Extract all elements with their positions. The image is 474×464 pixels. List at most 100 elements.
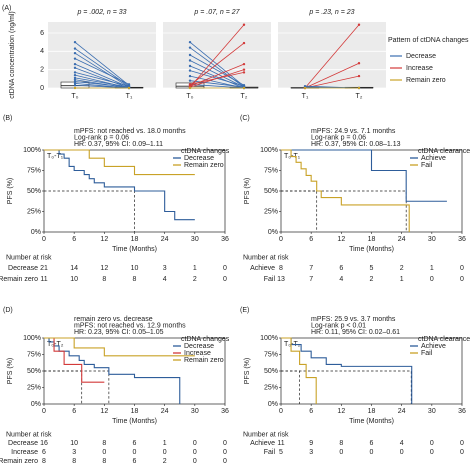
annotation: remain zero vs. decrease [74,316,153,323]
survival-curve [44,149,195,221]
y-tick-label: 25% [27,208,41,215]
survival-curve [281,149,410,232]
y-axis-label: PFS (%) [244,178,251,204]
x-tick-label: 12 [337,236,345,243]
legend-label: Increase [406,65,433,72]
risk-count: 11 [277,440,284,447]
pair-point [357,86,361,90]
y-tick-label: 25% [27,384,41,391]
x-tick-label: 24 [161,408,169,415]
x-tick-label: 36 [458,408,466,415]
risk-count: 5 [370,265,374,272]
pair-line [74,84,130,89]
x-tick-label: T₀ [186,93,193,100]
panel-title: p = .002, n = 33 [76,9,126,16]
pair-line [189,42,245,86]
risk-row-label: Decrease [8,440,38,447]
risk-count: 0 [370,449,374,456]
pair-point [73,47,77,50]
y-tick-label: 2 [40,67,44,74]
risk-count: 11 [40,276,47,283]
x-axis-label: Time (Months) [349,246,394,253]
pair-point [242,62,246,66]
pair-line [304,62,360,89]
x-tick-label: 6 [309,236,313,243]
y-tick-label: 100% [260,335,278,342]
survival-curve [44,337,195,357]
risk-count: 0 [460,276,464,283]
legend-label: Fail [421,350,433,357]
y-tick-label: 50% [27,368,41,375]
pair-line [74,72,130,87]
pair-line [74,79,130,89]
risk-count: 8 [102,440,106,447]
x-tick-label: 6 [72,408,76,415]
x-tick-label: 0 [279,236,283,243]
risk-count: 8 [279,265,283,272]
legend-title: ctDNA changes [181,336,230,343]
legend-label: Remain zero [184,162,224,169]
risk-count: 3 [72,449,76,456]
x-tick-label: 24 [161,236,169,243]
y-axis-label: PFS (%) [7,358,14,384]
pair-point [73,66,77,70]
annotation: mPFS: not reached vs. 12.9 months [74,322,186,329]
risk-count: 0 [460,440,464,447]
median-line [44,370,110,404]
x-tick-label: T₀ [71,93,78,100]
y-tick-label: 0 [40,85,44,92]
risk-title: Number at risk [6,254,52,261]
x-tick-label: 36 [221,408,229,415]
risk-count: 1 [193,265,197,272]
risk-count: 3 [163,265,167,272]
pair-point [73,51,77,55]
risk-count: 6 [42,449,46,456]
median-line [281,370,412,404]
risk-count: 13 [277,276,285,283]
risk-count: 10 [131,265,139,272]
pair-line [189,24,245,88]
pair-point [188,69,192,72]
pair-point [73,62,77,66]
pair-point [242,68,246,71]
risk-count: 6 [339,265,343,272]
x-tick-label: 12 [100,408,108,415]
risk-count: 2 [370,276,374,283]
pair-point [357,23,361,26]
y-tick-label: 0% [31,401,41,408]
risk-count: 0 [193,440,197,447]
risk-count: 7 [309,265,313,272]
pair-point [357,62,361,65]
risk-count: 14 [70,265,78,272]
pair-point [73,82,77,85]
y-tick-label: 50% [27,188,41,195]
y-axis-label: PFS (%) [244,358,251,384]
pair-line [74,63,130,88]
y-tick-label: 25% [264,208,278,215]
y-tick-label: 100% [23,335,41,342]
legend-title: ctDNA changes [181,148,230,155]
risk-count: 8 [133,276,137,283]
pair-point [188,79,192,82]
risk-count: 0 [430,276,434,283]
pair-point [188,40,192,44]
pair-point [73,71,77,74]
x-tick-label: 18 [131,408,139,415]
risk-count: 0 [193,458,197,464]
panel-label: (A) [2,5,11,12]
risk-count: 0 [430,449,434,456]
annotation: Log-rank p = 0.06 [74,134,129,141]
x-tick-label: T₂ [241,93,248,100]
median-line [44,190,135,232]
pair-point [242,23,246,26]
risk-row-label: Achieve [250,265,275,272]
y-tick-label: 100% [23,147,41,154]
risk-count: 16 [40,440,48,447]
pair-line [74,77,130,88]
risk-count: 10 [70,276,78,283]
risk-row-label: Remain zero [0,458,38,464]
x-tick-label: 18 [368,408,376,415]
risk-count: 0 [223,440,227,447]
pair-line [304,75,360,89]
x-tick-label: 36 [221,236,229,243]
